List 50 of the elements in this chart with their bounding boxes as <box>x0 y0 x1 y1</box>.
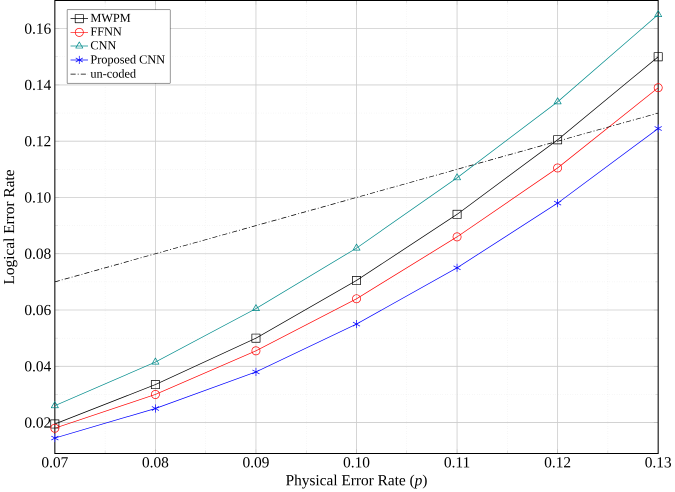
x-tick-label: 0.11 <box>444 457 470 468</box>
x-tick-label: 0.12 <box>544 457 570 468</box>
point <box>150 390 160 399</box>
point <box>654 10 662 18</box>
point <box>151 404 160 413</box>
x-tick-label: 0.07 <box>42 457 68 468</box>
y-tick-label: 0.06 <box>24 304 51 316</box>
x-tick-label: 0.09 <box>243 457 269 468</box>
y-tick-label: 0.16 <box>24 23 51 34</box>
point <box>453 173 461 180</box>
y-tick-label: 0.10 <box>24 192 51 203</box>
point <box>50 434 59 443</box>
point <box>352 320 360 329</box>
point <box>50 401 59 408</box>
y-tick-label: 0.04 <box>24 361 51 372</box>
y-tick-label: 0.12 <box>24 136 50 146</box>
legend-label: FFNN <box>90 28 122 36</box>
point <box>150 380 160 390</box>
point <box>553 135 562 144</box>
point <box>654 52 663 62</box>
x-tick-label: 0.10 <box>344 457 370 468</box>
point <box>554 97 562 104</box>
x-axis-title: Physical Error Rate (p) <box>286 474 427 489</box>
point <box>452 232 462 242</box>
point <box>252 346 260 356</box>
legend-label: Proposed CNN <box>90 54 165 66</box>
point <box>50 420 60 428</box>
point <box>352 244 360 251</box>
legend-label: MWPM <box>90 14 130 22</box>
y-tick-label: 0.14 <box>24 80 51 90</box>
x-tick-label: 0.13 <box>645 457 671 468</box>
point <box>352 294 361 304</box>
point <box>453 263 461 272</box>
point <box>252 334 260 343</box>
point <box>252 368 260 376</box>
point <box>554 198 562 208</box>
point <box>352 276 361 285</box>
legend-label: un-coded <box>90 69 136 78</box>
y-tick-label: 0.02 <box>24 417 50 428</box>
point <box>452 210 462 219</box>
point <box>151 358 160 365</box>
x-tick-label: 0.08 <box>142 457 168 468</box>
legend-label: CNN <box>90 41 116 50</box>
point <box>654 124 662 134</box>
y-axis-title: Logical Error Rate <box>3 170 18 284</box>
point <box>553 164 562 172</box>
point <box>50 424 60 433</box>
point <box>252 304 260 312</box>
y-tick-label: 0.08 <box>24 248 51 259</box>
point <box>654 83 663 92</box>
